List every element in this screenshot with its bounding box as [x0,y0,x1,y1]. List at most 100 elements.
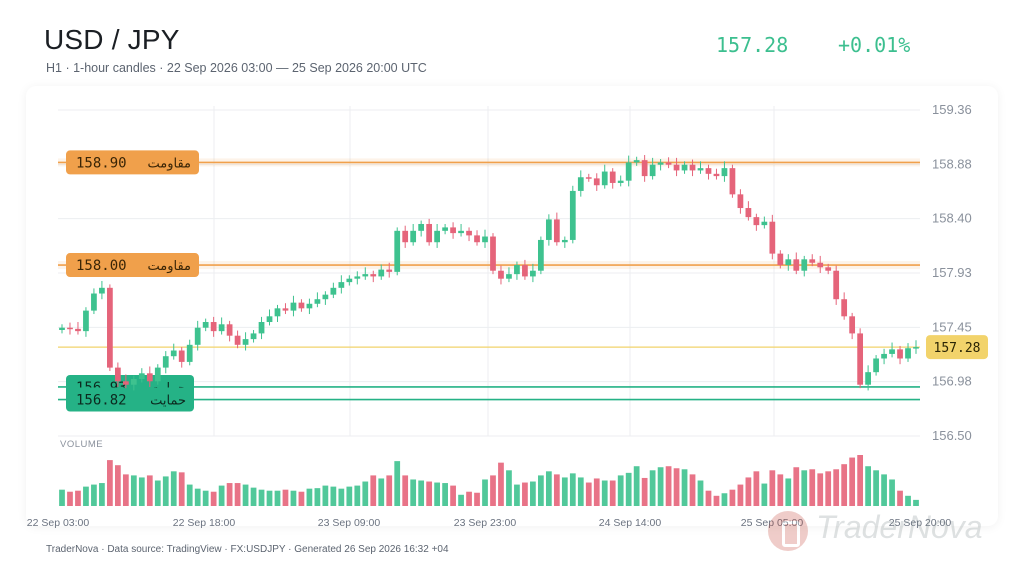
candle [641,160,648,177]
volume-bar [705,490,712,506]
volume-bar [186,484,193,506]
volume-bar [322,485,329,506]
volume-bar [817,473,824,506]
candle [553,219,560,243]
watermark-text: TraderNova [816,509,983,545]
candle [146,373,153,382]
volume-bar [170,471,177,506]
candle [314,299,321,304]
candle [402,230,409,243]
candle [178,350,185,362]
tradernova-watermark: TraderNova [768,509,998,553]
volume-bar [553,474,560,506]
volume-bar [314,488,321,506]
volume-bar [418,480,425,506]
candle [585,177,592,179]
x-tick-label: 22 Sep 03:00 [27,517,90,529]
resistance-tag: 158.90 مقاومت [66,150,199,175]
level-tag-bg [66,387,194,412]
candle [753,217,760,226]
volume-bar [282,489,289,506]
candle [234,335,241,345]
candle [354,276,361,279]
candle [514,265,520,275]
volume-bar [721,493,728,506]
volume-bar [250,487,257,506]
candle [138,373,145,380]
level-tag-text: مقاومت [147,156,191,171]
volume-bar [857,455,864,506]
volume-bar [769,470,776,506]
volume-bar [490,475,496,506]
volume-bar [378,478,385,506]
volume-bar [745,477,752,506]
volume-bar [91,484,97,506]
candle [697,168,704,171]
volume-bar [138,477,145,506]
volume-bar [865,466,871,506]
y-tick-label: 158.88 [932,156,972,171]
volume-bar [609,480,616,506]
volume-bar [889,479,895,506]
candle [434,230,440,243]
volume-bar [522,482,528,506]
candle [306,303,313,309]
volume-bar [530,481,536,506]
level-tag-bg [66,150,199,175]
candle [59,327,65,330]
candle [426,223,433,243]
volume-bar [601,480,608,506]
level-tag-text: مقاومت [147,259,191,274]
candle [218,324,225,332]
candle [290,302,297,311]
volume-bar [210,491,217,506]
candle [745,208,752,218]
candle [841,299,848,317]
candle [99,287,105,294]
y-tick-label: 158.40 [932,211,972,226]
candle [226,324,233,336]
volume-bar [506,470,512,506]
volume-bar [410,479,417,506]
candle [450,227,456,234]
volume-bar [833,469,840,506]
candle [649,164,656,177]
support-tag: 156.82 حمایت [66,387,194,412]
candle [913,347,919,349]
candle [721,168,728,177]
volume-bar [761,483,768,506]
candle [593,178,600,186]
volume-bar [466,491,472,506]
volume-bar [673,468,680,506]
volume-bar [593,478,600,506]
x-tick-label: 23 Sep 23:00 [454,517,517,529]
candle [298,302,305,309]
candle [785,259,792,266]
candle [130,379,137,385]
level-tag-bg [66,253,199,278]
volume-bar [114,465,121,506]
volume-bar [202,490,209,506]
volume-bar [290,490,297,506]
volume-bar [657,467,664,506]
volume-bar [154,480,161,506]
candle [889,349,895,354]
candle [681,164,688,171]
candle [330,287,337,295]
volume-bar [753,471,760,506]
candle [394,230,401,272]
candle [777,253,784,266]
volume-bar [146,475,153,506]
volume-bar [641,477,648,506]
volume-bar [234,483,241,506]
chart-header: USD / JPY H1 · 1-hour candles · 22 Sep 2… [0,0,1024,90]
candle [107,287,113,368]
candle [498,270,504,279]
volume-bar [841,464,848,506]
candle [657,162,664,165]
candle [561,239,568,243]
volume-bar [130,475,137,506]
candle [538,239,544,271]
y-tick-label: 156.50 [932,428,972,443]
